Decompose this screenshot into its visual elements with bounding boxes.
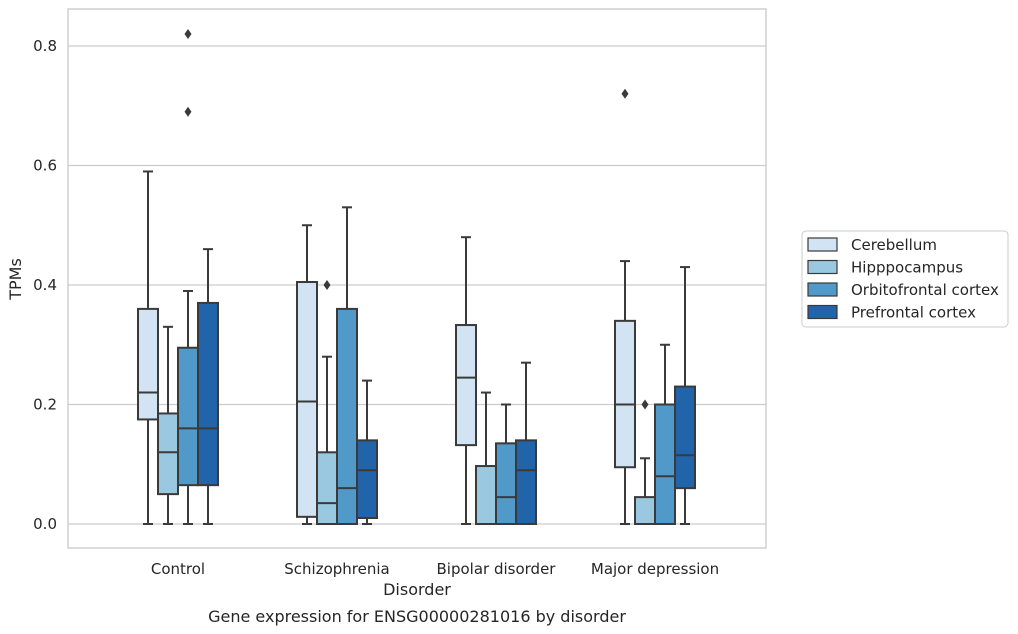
box-iqr (157, 412, 179, 496)
outlier-marker (641, 399, 649, 410)
box-iqr (455, 324, 477, 447)
box (137, 170, 159, 525)
box (356, 379, 378, 525)
box-iqr (316, 451, 338, 525)
box-iqr (177, 346, 199, 487)
box (614, 88, 636, 525)
legend-frame (801, 230, 1009, 328)
plot-area-frame (67, 8, 767, 549)
box (455, 236, 477, 525)
y-tick-label: 0.2 (33, 396, 57, 414)
box (674, 266, 696, 525)
x-tick-label: Schizophrenia (284, 560, 389, 578)
box-iqr (197, 301, 219, 487)
box (296, 224, 318, 525)
x-axis-title: Disorder (383, 580, 451, 599)
series-orbitofrontal-cortex (177, 29, 676, 525)
y-tick-labels: 0.0 0.2 0.4 0.6 0.8 (33, 37, 57, 533)
legend-swatch (807, 237, 838, 252)
box (336, 206, 358, 525)
outlier-marker (184, 106, 192, 117)
box (197, 248, 219, 525)
box-iqr (336, 307, 358, 525)
box-iqr (296, 281, 318, 518)
box (475, 391, 497, 526)
outlier-marker (184, 29, 192, 40)
box (515, 361, 537, 526)
x-tick-label: Major depression (591, 560, 719, 578)
legend-item: Orbitofrontal cortex (807, 281, 999, 299)
x-tick-labels: Control Schizophrenia Bipolar disorder Majo… (151, 560, 719, 578)
legend-swatch (807, 304, 838, 320)
x-tick-label: Control (151, 560, 205, 578)
box (634, 399, 656, 525)
box-iqr (654, 403, 676, 525)
legend-label: Prefrontal cortex (851, 304, 976, 322)
legend-swatch (807, 282, 838, 297)
legend-item: Hipppocampus (807, 259, 963, 277)
box-iqr (475, 465, 497, 526)
legend-item: Cerebellum (807, 236, 937, 254)
box-iqr (515, 439, 537, 526)
legend: Cerebellum Hipppocampus Orbitofrontal cort… (801, 230, 1009, 328)
series-prefrontal-cortex (197, 248, 696, 526)
legend-label: Orbitofrontal cortex (851, 281, 999, 299)
box-iqr (137, 307, 159, 421)
y-tick-label: 0.6 (33, 157, 57, 175)
series-cerebellum (137, 88, 636, 525)
outlier-marker (621, 88, 629, 99)
y-tick-label: 0.4 (33, 276, 57, 294)
box (177, 29, 199, 525)
y-tick-label: 0.8 (33, 37, 57, 55)
legend-item: Prefrontal cortex (807, 304, 976, 322)
series-hipppocampus (157, 280, 656, 526)
box-iqr (614, 319, 636, 469)
box-series (137, 29, 696, 526)
box-iqr (674, 385, 696, 490)
chart-caption: Gene expression for ENSG00000281016 by d… (208, 607, 626, 626)
legend-label: Hipppocampus (851, 259, 963, 277)
box-iqr (495, 442, 517, 525)
box-iqr (634, 496, 656, 525)
legend-label: Cerebellum (851, 236, 937, 254)
y-axis-title: TPMs (6, 258, 25, 301)
legend-swatch (807, 259, 838, 275)
x-tick-label: Bipolar disorder (437, 560, 557, 578)
outlier-marker (323, 280, 331, 290)
y-tick-label: 0.0 (33, 515, 57, 533)
box-iqr (356, 439, 378, 520)
